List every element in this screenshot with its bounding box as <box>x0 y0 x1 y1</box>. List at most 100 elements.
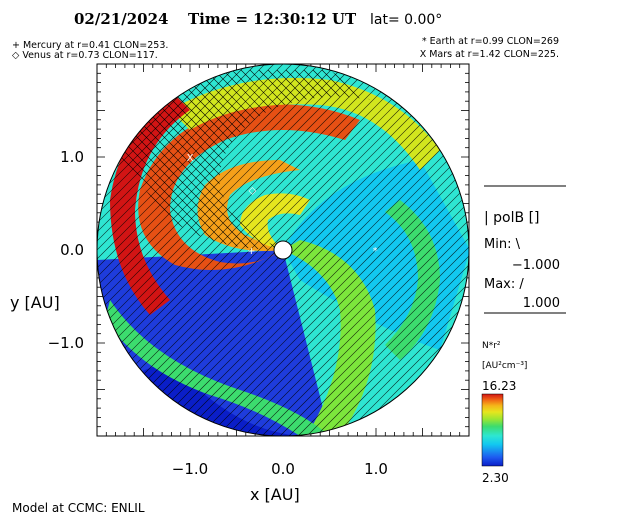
density-red-arm <box>138 104 360 270</box>
polarity-min-value: −1.000 <box>512 258 560 273</box>
hatch-line-positive <box>211 64 469 436</box>
title-date: 02/21/2024 <box>74 10 168 28</box>
hatch-line-positive <box>220 64 469 436</box>
hatch-line-positive <box>247 64 469 436</box>
hatch-line-positive <box>97 64 352 436</box>
hatch-line-positive <box>310 64 469 436</box>
hatch-line-negative <box>139 70 370 250</box>
density-orange-band <box>197 160 300 251</box>
hatch-line-positive <box>445 64 469 436</box>
hatch-line-negative <box>446 50 625 450</box>
colorbar-max-label: 16.23 <box>482 379 516 393</box>
x-tick-label: −1.0 <box>172 460 208 478</box>
polarity-max-label: Max: / <box>484 277 524 292</box>
hatch-line-positive <box>97 64 226 436</box>
hatch-line-negative <box>148 70 370 250</box>
polarity-title: | polB [] <box>484 210 540 226</box>
density-lower-green-band <box>105 300 330 436</box>
hatch-line-positive <box>97 64 316 436</box>
planet-venus-text: ◇ Venus at r=0.73 CLON=117. <box>12 50 158 61</box>
x-axis-label: x [AU] <box>250 485 300 504</box>
hatch-line-positive <box>157 64 469 436</box>
hatch-line-positive <box>256 64 469 436</box>
hatch-line-negative <box>0 50 63 450</box>
inner-boundary-sun <box>273 240 293 260</box>
hatch-line-positive <box>283 64 469 436</box>
planet-marker-earth: * <box>373 246 378 257</box>
hatch-line-positive <box>97 64 280 436</box>
hatch-line-negative <box>110 70 370 250</box>
hatch-line-positive <box>229 64 469 436</box>
hatch-line-positive <box>97 64 424 436</box>
hatch-line-positive <box>274 64 469 436</box>
hatch-line-positive <box>238 64 469 436</box>
hatch-line-positive <box>175 64 469 436</box>
y-tick-label: −1.0 <box>48 334 84 352</box>
density-green-arm <box>283 240 376 436</box>
density-right-green-band <box>385 200 440 360</box>
x-tick-label: 0.0 <box>271 460 295 478</box>
hatch-line-negative <box>130 70 370 250</box>
density-outer-red-ring <box>110 95 190 315</box>
colorbar-quantity: N*r² <box>482 341 501 351</box>
disc-outline <box>96 63 470 437</box>
hatch-line-positive <box>97 64 361 436</box>
hatch-line-positive <box>97 64 415 436</box>
hatch-line-positive <box>97 64 325 436</box>
plot-axes: −1.0 0.0 1.0 1.0 0.0 −1.0 <box>48 63 470 478</box>
hatch-line-positive <box>97 64 334 436</box>
planet-mars-text: X Mars at r=1.42 CLON=225. <box>420 49 559 60</box>
hatch-line-negative <box>157 70 370 250</box>
hatch-line-negative <box>110 70 370 250</box>
hatch-line-positive <box>97 64 289 436</box>
planet-earth-text: * Earth at r=0.99 CLON=269 <box>422 36 559 47</box>
hatch-line-positive <box>193 64 469 436</box>
hatch-line-negative <box>0 50 99 450</box>
hatch-line-positive <box>202 64 469 436</box>
y-tick-label: 1.0 <box>60 148 84 166</box>
hatch-line-positive <box>97 64 406 436</box>
hatch-line-positive <box>97 64 343 436</box>
hatch-line-negative <box>455 50 625 450</box>
hatch-line-negative <box>112 70 370 250</box>
hatch-line-positive <box>97 64 262 436</box>
hatch-line-positive <box>139 64 469 436</box>
y-axis-label: y [AU] <box>10 293 60 312</box>
colorbar-unit: [AU²cm⁻³] <box>482 361 527 371</box>
hatch-line-positive <box>97 64 397 436</box>
polarity-min-label: Min: \ <box>484 237 521 252</box>
hatch-line-negative <box>166 70 370 250</box>
y-tick-label: 0.0 <box>60 241 84 259</box>
title-time-label: Time = <box>188 10 248 28</box>
title-latitude: lat= 0.00° <box>370 12 442 28</box>
polarity-max-value: 1.000 <box>523 296 560 311</box>
hatch-line-positive <box>97 64 235 436</box>
hatch-line-positive <box>97 64 253 436</box>
planet-marker-mars: X <box>187 153 194 164</box>
hatch-line-positive <box>337 64 469 436</box>
hatch-line-positive <box>328 64 469 436</box>
hatch-line-positive <box>97 64 109 436</box>
hatch-line-positive <box>301 64 469 436</box>
hatch-line-positive <box>97 64 370 436</box>
hatch-line-positive <box>97 64 388 436</box>
hatch-line-positive <box>97 64 100 436</box>
hatch-line-negative <box>121 70 370 250</box>
colorbar-min-label: 2.30 <box>482 471 509 485</box>
hatch-line-positive <box>265 64 469 436</box>
hatch-line-positive <box>0 50 63 450</box>
density-upper-yellow-arm <box>170 78 440 170</box>
model-credit: Model at CCMC: ENLIL <box>12 501 145 515</box>
hatch-line-positive <box>97 64 271 436</box>
hatch-line-positive <box>319 64 469 436</box>
hatch-line-positive <box>97 64 298 436</box>
hatch-line-positive <box>97 64 379 436</box>
title-time-value: 12:30:12 UT <box>253 10 357 28</box>
colorbar <box>481 393 504 467</box>
hatch-line-positive <box>148 64 469 436</box>
hatch-line-positive <box>184 64 469 436</box>
hatch-line-negative <box>175 70 370 250</box>
hatch-line-positive <box>97 64 307 436</box>
hatch-line-positive <box>292 64 469 436</box>
